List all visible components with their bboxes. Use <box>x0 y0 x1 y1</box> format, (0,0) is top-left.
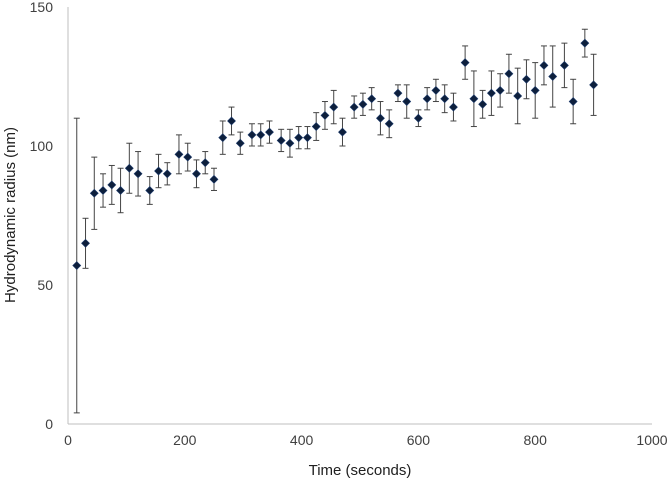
data-point <box>358 99 368 109</box>
data-point <box>431 85 441 95</box>
data-point <box>539 60 549 70</box>
x-tick-label: 200 <box>173 432 197 448</box>
data-point <box>72 261 82 270</box>
data-point <box>107 180 117 190</box>
data-point <box>183 152 193 162</box>
error-bars <box>73 28 597 414</box>
data-point <box>200 158 210 168</box>
data-point <box>247 130 257 140</box>
data-point <box>174 149 184 159</box>
data-point <box>580 38 590 48</box>
data-points <box>72 38 599 270</box>
data-point <box>145 186 155 195</box>
x-tick-label: 800 <box>524 432 548 448</box>
data-point <box>81 238 90 248</box>
data-point <box>495 85 505 95</box>
data-point <box>218 133 228 143</box>
y-tick-labels: 0 50 100 150 <box>30 0 54 432</box>
x-axis-title: Time (seconds) <box>309 462 412 479</box>
data-point <box>349 102 359 112</box>
data-point <box>294 133 304 143</box>
data-point <box>478 99 488 109</box>
data-point <box>568 97 578 106</box>
data-point <box>227 116 236 126</box>
data-point <box>311 122 321 131</box>
data-point <box>367 94 377 104</box>
data-point <box>162 169 172 179</box>
data-point <box>413 113 423 123</box>
data-point <box>276 136 286 145</box>
data-point <box>116 186 125 195</box>
x-tick-label: 400 <box>290 432 314 448</box>
data-point <box>338 127 347 137</box>
data-point <box>320 110 330 120</box>
data-point <box>154 166 163 176</box>
data-point <box>440 94 450 104</box>
data-point <box>486 88 496 98</box>
y-tick-label: 150 <box>30 0 54 15</box>
data-point <box>209 174 219 184</box>
x-tick-label: 0 <box>64 432 72 448</box>
data-point <box>376 113 385 123</box>
data-point <box>133 169 143 179</box>
y-axis-title: Hydrodynamic radius (nm) <box>2 127 19 303</box>
data-point <box>393 88 403 98</box>
data-point <box>548 72 558 81</box>
data-point <box>513 91 523 101</box>
x-tick-label: 600 <box>407 432 431 448</box>
data-point <box>192 169 201 179</box>
data-point <box>89 188 99 198</box>
data-point <box>235 138 245 148</box>
data-point <box>329 102 339 112</box>
data-point <box>460 58 470 68</box>
data-point <box>559 60 569 70</box>
data-point <box>98 186 108 195</box>
data-point <box>530 85 540 95</box>
data-point <box>303 133 312 143</box>
data-point <box>124 163 134 173</box>
data-point <box>402 97 412 106</box>
data-point <box>265 127 274 137</box>
data-point <box>469 94 479 104</box>
data-point <box>384 119 394 129</box>
data-point <box>449 102 458 112</box>
y-tick-label: 50 <box>37 277 53 293</box>
x-tick-label: 1000 <box>636 432 667 448</box>
y-tick-label: 100 <box>30 138 54 154</box>
data-point <box>256 130 266 140</box>
data-point <box>504 69 514 79</box>
data-point <box>285 138 295 148</box>
y-tick-label: 0 <box>45 416 53 432</box>
data-point <box>589 80 599 90</box>
data-point <box>422 94 432 104</box>
data-point <box>522 74 531 84</box>
x-tick-labels: 0 200 400 600 800 1000 <box>64 432 668 448</box>
